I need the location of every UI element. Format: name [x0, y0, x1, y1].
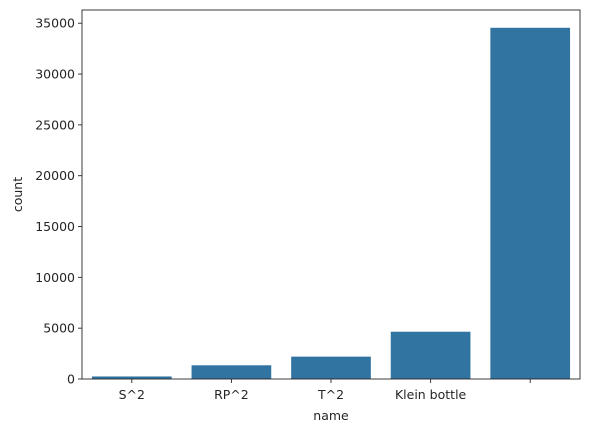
x-axis-ticks: S^2 RP^2 T^2 Klein bottle	[119, 379, 531, 402]
y-tick-label: 35000	[35, 16, 75, 31]
y-axis-label: count	[10, 177, 25, 212]
bar-0	[91, 376, 172, 379]
x-tick-label: S^2	[119, 387, 145, 402]
x-axis-label: name	[313, 408, 349, 423]
y-tick-label: 15000	[35, 219, 75, 234]
y-tick-label: 10000	[35, 270, 75, 285]
bar-3	[390, 331, 471, 379]
y-axis-ticks: 0 5000 10000 15000 20000 25000 30000 35000	[35, 16, 82, 387]
bars-group	[91, 27, 571, 380]
y-tick-label: 5000	[43, 321, 75, 336]
y-tick-label: 20000	[35, 168, 75, 183]
y-tick-label: 25000	[35, 117, 75, 132]
plot-frame	[81, 9, 581, 380]
x-tick-label: Klein bottle	[395, 387, 467, 402]
y-tick-label: 30000	[35, 67, 75, 82]
x-tick-label: RP^2	[214, 387, 249, 402]
bar-2	[291, 356, 371, 379]
bar-4	[490, 27, 571, 380]
x-tick-label: T^2	[317, 387, 344, 402]
y-tick-label: 0	[67, 372, 75, 387]
bar-1	[191, 365, 272, 379]
